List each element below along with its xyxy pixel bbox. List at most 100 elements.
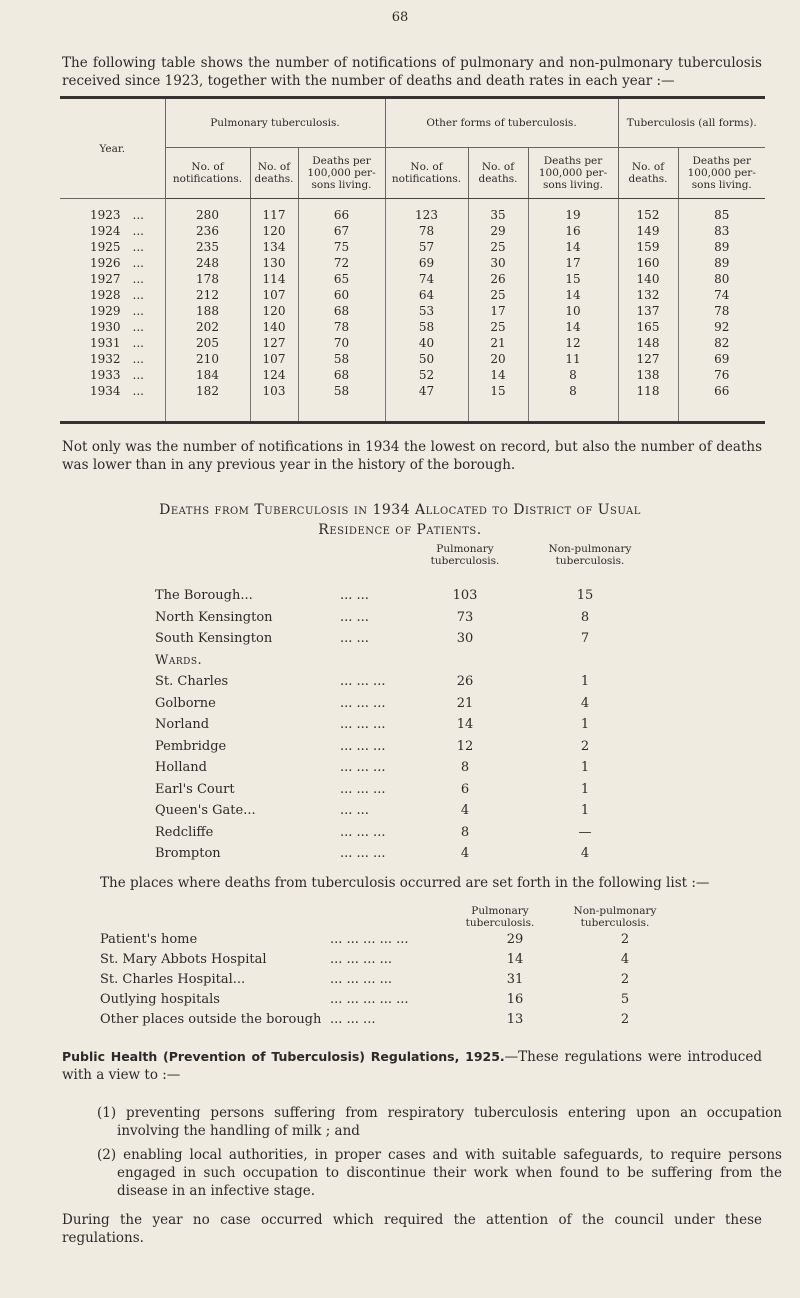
value-cell: 188 [164,303,250,319]
year: 1925 [90,240,121,254]
item-text: preventing persons suffering from respir… [117,1105,782,1139]
value-cell: 78 [677,303,765,319]
value-cell: 107 [249,351,298,367]
value-cell: 103 [249,383,298,399]
table-row: 1929... 188 120 68 53 17 10 137 78 [60,303,765,319]
value-cell: 58 [297,351,385,367]
places-intro: The places where deaths from tuberculosi… [100,875,710,891]
value-cell: 82 [677,335,765,351]
pulmonary-value: 103 [452,588,478,603]
value-cell: 40 [384,335,468,351]
value-cell: 140 [249,319,298,335]
value-cell: 178 [164,271,250,287]
row-label: South Kensington [155,631,273,646]
value-cell: 78 [297,319,385,335]
value-cell: 89 [677,255,765,271]
item-number: (1) [97,1105,117,1121]
value-cell: 10 [527,303,618,319]
value-cell: 47 [384,383,468,399]
value-cell: 14 [467,367,528,383]
value-cell: 58 [297,383,385,399]
district-heading-line1: Deaths from Tuberculosis in 1934 Allocat… [159,502,641,518]
leader-dots: ... ... [340,588,369,603]
row-label: Other places outside the borough [100,1012,322,1027]
value-cell: 127 [617,351,678,367]
value-cell: 120 [249,223,298,239]
value-cell: 89 [677,239,765,255]
regulations-title: Public Health (Prevention of Tuberculosi… [62,1049,505,1064]
list-item: Pembridge ... ... ... 12 2 [155,737,715,757]
value-cell: 210 [164,351,250,367]
value-cell: 152 [617,207,678,223]
year: 1923 [90,208,121,222]
row-label: Patient's home [100,932,198,947]
list-item: Outlying hospitals ... ... ... ... ... 16 5 [100,990,660,1010]
value-cell: 16 [527,223,618,239]
pulmonary-value: 6 [460,781,470,797]
value-cell: 66 [297,207,385,223]
value-cell: 160 [617,255,678,271]
nonpulmonary-value: — [578,824,592,840]
row-label: St. Charles [155,674,229,689]
leader-dots: ... ... ... ... ... [330,992,409,1007]
pulmonary-value: 14 [506,952,524,967]
nonpulmonary-value: 1 [580,760,590,775]
value-cell: 124 [249,367,298,383]
value-cell: 68 [297,367,385,383]
leader-dots: ... ... ... ... [330,972,392,987]
year: 1931 [90,336,121,350]
value-cell: 52 [384,367,468,383]
value-cell: 70 [297,335,385,351]
value-cell: 83 [677,223,765,239]
value-cell: 75 [297,239,385,255]
group-header: Other forms of tuberculosis. [384,97,618,148]
list-item: North Kensington ... ... 73 8 [155,608,715,628]
row-label: Wards. [155,652,203,668]
leader-dots: ... ... [340,803,369,818]
year-cell: 1927... [90,272,144,286]
leader-dots: ... ... [340,609,369,625]
value-cell: 117 [249,207,298,223]
value-cell: 66 [677,383,765,399]
value-cell: 74 [677,287,765,303]
year-cell: 1934... [90,384,144,398]
table-row: 1931... 205 127 70 40 21 12 148 82 [60,335,765,351]
value-cell: 65 [297,271,385,287]
group-header: Tuberculosis (all forms). [617,97,765,148]
value-cell: 11 [527,351,618,367]
nonpulmonary-value: 4 [620,952,630,967]
value-cell: 127 [249,335,298,351]
year: 1928 [90,288,121,302]
list-item: The Borough... ... ... 103 15 [155,586,715,606]
year-cell: 1929... [90,304,144,318]
value-cell: 76 [677,367,765,383]
year-cell: 1923... [90,208,144,222]
value-cell: 248 [164,255,250,271]
regulations-text: —These regulations were introduced with … [62,1049,762,1083]
value-cell: 25 [467,287,528,303]
row-label: Queen's Gate... [155,803,256,818]
district-heading-line2: Residence of Patients. [318,522,482,538]
pulmonary-value: 4 [460,846,470,861]
row-label: Earl's Court [155,781,235,797]
value-cell: 29 [467,223,528,239]
column-header: Deaths per 100,000 per- sons living. [677,147,765,199]
value-cell: 140 [617,271,678,287]
value-cell: 8 [527,367,618,383]
table-row: 1926... 248 130 72 69 30 17 160 89 [60,255,765,271]
group-header: Pulmonary tuberculosis. [164,97,385,148]
leader-dots: ... ... ... [340,695,386,711]
value-cell: 123 [384,207,468,223]
value-cell: 159 [617,239,678,255]
year: 1927 [90,272,121,286]
row-label: Brompton [155,846,221,861]
year: 1926 [90,256,121,270]
regulations-paragraph: Public Health (Prevention of Tuberculosi… [62,1048,762,1084]
value-cell: 53 [384,303,468,319]
list-item: Earl's Court ... ... ... 6 1 [155,780,715,800]
pulmonary-value: 21 [456,695,474,711]
value-cell: 134 [249,239,298,255]
table-row: 1924... 236 120 67 78 29 16 149 83 [60,223,765,239]
leader-dots: ... ... ... [340,717,386,732]
value-cell: 15 [527,271,618,287]
